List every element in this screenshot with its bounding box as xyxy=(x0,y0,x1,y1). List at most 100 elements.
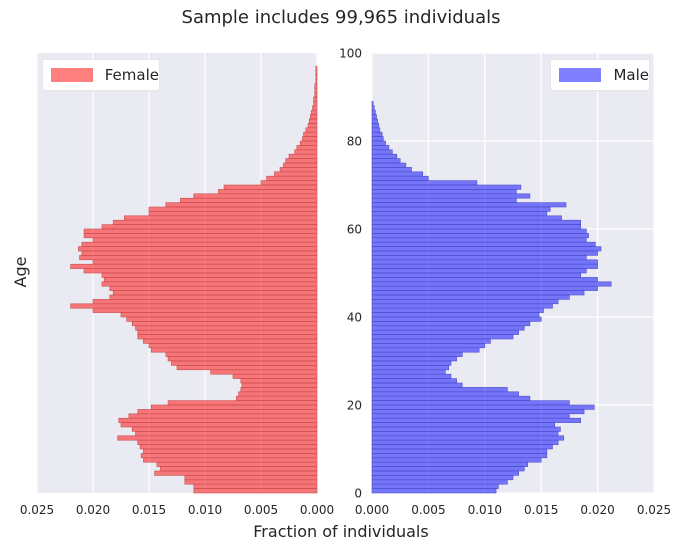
male-bar xyxy=(371,136,384,142)
male-bar xyxy=(371,334,514,340)
male-bar xyxy=(371,197,517,203)
female-bar xyxy=(70,263,318,269)
female-bar xyxy=(274,171,318,177)
male-bar xyxy=(371,466,525,472)
female-bar xyxy=(81,241,318,247)
female-bar xyxy=(279,167,318,173)
female-bar xyxy=(101,224,318,230)
female-bar xyxy=(92,237,318,243)
male-bar xyxy=(371,365,450,371)
female-bar xyxy=(148,206,318,212)
male-bar xyxy=(371,153,398,159)
female-bar xyxy=(176,365,318,371)
male-bar xyxy=(371,149,393,155)
male-bar xyxy=(371,382,463,388)
male-bar xyxy=(371,316,542,322)
female-bar xyxy=(240,387,318,393)
female-bar xyxy=(83,233,318,239)
female-bar xyxy=(83,268,318,274)
female-bar xyxy=(128,413,318,419)
male-bar xyxy=(371,241,596,247)
male-bar xyxy=(371,272,581,278)
male-bar xyxy=(371,277,598,283)
male-bar xyxy=(371,321,531,327)
female-bar xyxy=(135,325,318,331)
female-bar xyxy=(92,307,318,313)
female-bar xyxy=(109,294,318,300)
legend-male: Male xyxy=(550,59,650,91)
male-bar xyxy=(371,461,528,467)
male-x-tick-label: 0.000 xyxy=(355,503,389,517)
male-bar xyxy=(371,413,570,419)
female-bar xyxy=(101,281,318,287)
female-bar xyxy=(140,453,318,459)
male-x-tick-label: 0.005 xyxy=(411,503,445,517)
female-bar xyxy=(303,131,318,137)
female-x-tick-label: 0.020 xyxy=(76,503,110,517)
female-bar xyxy=(296,145,318,151)
female-bar xyxy=(309,114,318,120)
male-bar xyxy=(371,189,517,195)
male-bar xyxy=(371,426,561,432)
female-bar xyxy=(305,127,318,133)
female-bar xyxy=(167,356,318,362)
male-bar xyxy=(371,488,497,494)
male-x-tick-labels: 0.000 0.005 0.010 0.015 0.020 0.025 xyxy=(355,503,671,517)
female-bar xyxy=(150,404,318,410)
female-bar xyxy=(135,431,318,437)
male-bar xyxy=(371,224,581,230)
female-bar xyxy=(308,118,318,124)
female-bar xyxy=(288,153,318,159)
male-x-tick-label: 0.025 xyxy=(637,503,671,517)
female-bar xyxy=(307,123,318,129)
female-bar xyxy=(92,259,318,265)
male-bar xyxy=(371,378,457,384)
male-bar xyxy=(371,180,478,186)
female-bar xyxy=(103,277,318,283)
female-bar xyxy=(139,444,318,450)
female-bar xyxy=(92,299,318,305)
female-bar xyxy=(70,303,318,309)
male-bar xyxy=(371,470,519,476)
male-bar xyxy=(371,162,407,168)
female-bar xyxy=(299,140,318,146)
y-tick-label: 80 xyxy=(347,135,362,149)
male-bar xyxy=(371,250,598,256)
male-bar xyxy=(371,109,376,115)
male-bar xyxy=(371,268,587,274)
female-bar xyxy=(137,439,318,445)
legend-female: Female xyxy=(42,59,160,91)
female-bar xyxy=(238,391,318,397)
female-bar xyxy=(143,457,318,463)
male-bar xyxy=(371,303,553,309)
female-bar xyxy=(223,184,318,190)
female-bar xyxy=(78,246,318,252)
male-bar xyxy=(371,448,548,454)
female-bar xyxy=(210,369,318,375)
male-bar xyxy=(371,127,381,133)
male-bar xyxy=(371,312,540,318)
male-bar xyxy=(371,206,551,212)
female-bar xyxy=(112,219,318,225)
female-bar xyxy=(165,351,318,357)
y-tick-label: 0 xyxy=(354,487,362,501)
male-bar xyxy=(371,422,556,428)
male-bar xyxy=(371,211,548,217)
male-x-tick-label: 0.010 xyxy=(468,503,502,517)
male-bar xyxy=(371,299,559,305)
female-bar xyxy=(260,180,318,186)
male-bar xyxy=(371,373,452,379)
male-bar xyxy=(371,435,565,441)
female-bar xyxy=(150,347,318,353)
female-x-tick-label: 0.025 xyxy=(20,503,54,517)
female-bar xyxy=(311,109,318,115)
female-bar xyxy=(241,382,318,388)
male-bar xyxy=(371,101,374,107)
male-bar xyxy=(371,233,589,239)
male-bar xyxy=(371,202,567,208)
female-bar xyxy=(79,255,318,261)
female-x-tick-label: 0.010 xyxy=(188,503,222,517)
y-tick-label: 60 xyxy=(347,223,362,237)
male-bar xyxy=(371,351,463,357)
male-bar xyxy=(371,307,544,313)
